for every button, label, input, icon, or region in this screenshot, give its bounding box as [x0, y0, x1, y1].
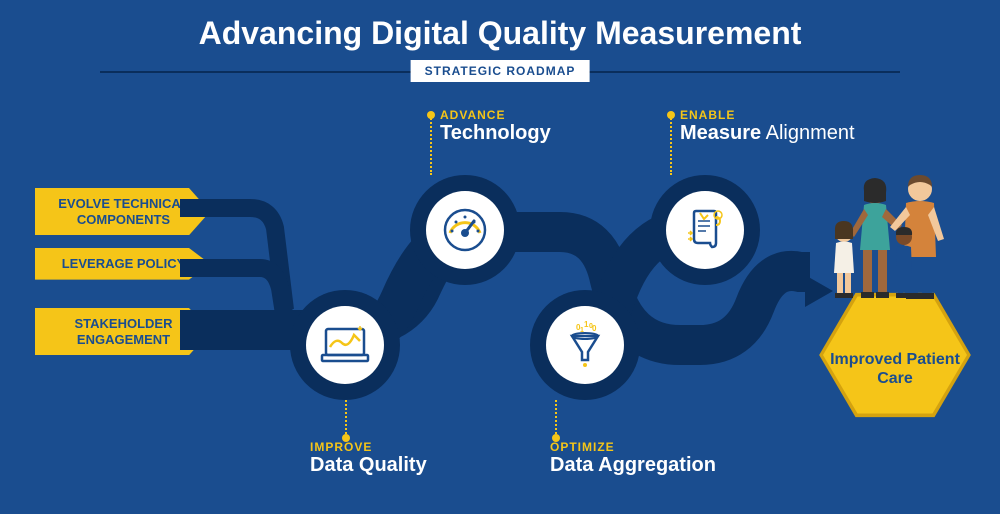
laptop-chart-icon: [320, 325, 370, 365]
connector-data-quality: [345, 400, 347, 438]
funnel-icon: 0 1 0 1 0: [560, 320, 610, 370]
hexagon-label: Improved Patient Care: [820, 350, 970, 388]
node-inner: [426, 191, 504, 269]
node-inner: [666, 191, 744, 269]
connector-measure-alignment: [670, 115, 672, 175]
node-inner: [306, 306, 384, 384]
label-measure-alignment: ENABLE Measure Alignment: [680, 108, 855, 145]
node-measure-alignment: [650, 175, 760, 285]
svg-text:1: 1: [580, 327, 584, 334]
document-icon: [680, 205, 730, 255]
label-technology: ADVANCE Technology: [440, 108, 551, 145]
label-data-aggregation: OPTIMIZE Data Aggregation: [550, 440, 716, 477]
node-data-quality: [290, 290, 400, 400]
node-technology: [410, 175, 520, 285]
connector-technology: [430, 115, 432, 175]
node-data-aggregation: 0 1 0 1 0: [530, 290, 640, 400]
svg-text:0: 0: [589, 323, 593, 330]
label-data-quality: IMPROVE Data Quality: [310, 440, 427, 477]
connector-data-aggregation: [555, 400, 557, 438]
family-illustration: [820, 165, 970, 315]
node-inner: 0 1 0 1 0: [546, 306, 624, 384]
gauge-icon: [440, 205, 490, 255]
